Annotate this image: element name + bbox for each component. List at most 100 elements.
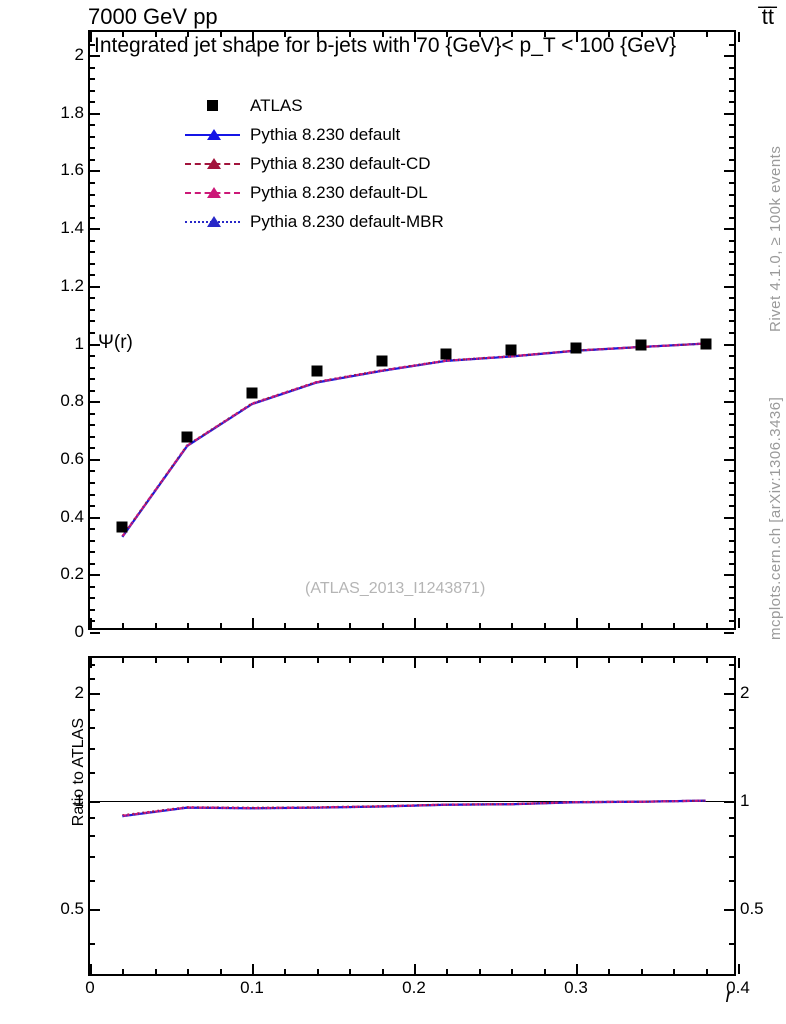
y-tick-minor-ratio [90, 772, 95, 774]
x-tick-minor-main-top [317, 32, 319, 37]
y-tick-minor-main-right [729, 367, 734, 369]
x-tick-minor-main [479, 623, 481, 628]
x-tick-minor-ratio [673, 969, 675, 974]
x-tick-minor-main [187, 623, 189, 628]
y-tick-mark-main-0.6 [90, 459, 100, 461]
y-tick-label-main-1.4: 1.4 [60, 218, 84, 238]
y-tick-minor-main [90, 563, 95, 565]
y-tick-minor-ratio-right [729, 748, 734, 750]
x-tick-mark-main-top-0.1 [252, 32, 254, 42]
y-tick-mark-main-1.4 [90, 228, 100, 230]
y-tick-label-main-1.8: 1.8 [60, 103, 84, 123]
y-tick-mark-main-0 [90, 632, 100, 634]
y-tick-label-main-0.2: 0.2 [60, 564, 84, 584]
y-tick-label-main-1.6: 1.6 [60, 160, 84, 180]
y-tick-minor-main-right [729, 44, 734, 46]
atlas-data-point-6[interactable] [506, 344, 517, 355]
y-tick-mark-ratio-right-2 [724, 693, 734, 695]
x-tick-minor-main-top [479, 32, 481, 37]
y-tick-minor-main-right [729, 101, 734, 103]
y-tick-minor-main [90, 101, 95, 103]
y-tick-label-main-1: 1 [75, 334, 84, 354]
y-tick-minor-ratio-right [729, 856, 734, 858]
y-tick-minor-main [90, 424, 95, 426]
y-tick-minor-main [90, 147, 95, 149]
y-tick-minor-main-right [729, 205, 734, 207]
y-tick-minor-main [90, 217, 95, 219]
x-tick-label-ratio-0: 0 [85, 978, 94, 998]
y-tick-minor-ratio [90, 727, 95, 729]
y-tick-mark-main-right-1.8 [724, 113, 734, 115]
x-tick-minor-ratio [382, 969, 384, 974]
atlas-data-point-1[interactable] [182, 432, 193, 443]
y-tick-minor-main-right [729, 263, 734, 265]
y-tick-minor-main-right [729, 436, 734, 438]
y-tick-mark-ratio-right-1 [724, 801, 734, 803]
x-tick-minor-ratio-top [576, 658, 578, 663]
x-tick-minor-main [641, 623, 643, 628]
atlas-data-point-8[interactable] [635, 339, 646, 350]
x-tick-mark-ratio-0.1 [252, 964, 254, 974]
y-tick-minor-main-right [729, 136, 734, 138]
y-tick-minor-main-right [729, 159, 734, 161]
x-tick-minor-ratio [479, 969, 481, 974]
atlas-data-point-4[interactable] [376, 355, 387, 366]
atlas-data-point-5[interactable] [441, 348, 452, 359]
y-tick-minor-ratio [90, 835, 95, 837]
y-tick-minor-ratio-right [729, 817, 734, 819]
y-tick-mark-main-0.2 [90, 574, 100, 576]
y-tick-minor-main [90, 494, 95, 496]
y-tick-label-main-0.8: 0.8 [60, 391, 84, 411]
y-tick-minor-main [90, 194, 95, 196]
mcplots-source-text: mcplots.cern.ch [arXiv:1306.3436] [767, 340, 784, 640]
x-tick-minor-ratio [349, 969, 351, 974]
y-tick-minor-main-right [729, 309, 734, 311]
x-tick-minor-main [349, 623, 351, 628]
y-tick-minor-ratio-right [729, 943, 734, 945]
y-tick-minor-main-right [729, 563, 734, 565]
x-tick-minor-ratio [220, 969, 222, 974]
x-tick-minor-main-top [187, 32, 189, 37]
y-tick-label-main-0: 0 [75, 622, 84, 642]
x-tick-minor-main-top [576, 32, 578, 37]
x-tick-minor-ratio [187, 969, 189, 974]
y-tick-mark-ratio-2 [90, 693, 100, 695]
y-tick-minor-main-right [729, 424, 734, 426]
y-tick-minor-ratio-right [729, 727, 734, 729]
y-tick-minor-ratio-right [729, 880, 734, 882]
atlas-data-point-2[interactable] [247, 387, 258, 398]
y-tick-minor-main [90, 586, 95, 588]
y-tick-minor-main-right [729, 67, 734, 69]
x-tick-minor-main [576, 623, 578, 628]
x-tick-minor-ratio [706, 969, 708, 974]
y-tick-mark-main-2 [90, 55, 100, 57]
y-tick-mark-ratio-0.5 [90, 909, 100, 911]
y-tick-minor-ratio [90, 664, 95, 666]
y-tick-minor-main [90, 540, 95, 542]
y-tick-minor-main [90, 413, 95, 415]
x-tick-mark-main-0.4 [738, 618, 740, 628]
x-tick-minor-ratio [641, 969, 643, 974]
x-tick-minor-main [706, 623, 708, 628]
y-tick-minor-main [90, 436, 95, 438]
y-tick-mark-main-1.8 [90, 113, 100, 115]
x-tick-minor-main-top [544, 32, 546, 37]
atlas-data-point-7[interactable] [571, 342, 582, 353]
y-tick-minor-main-right [729, 240, 734, 242]
x-tick-minor-main [544, 623, 546, 628]
x-tick-minor-ratio-top [382, 658, 384, 663]
y-tick-minor-main [90, 124, 95, 126]
atlas-data-point-0[interactable] [117, 521, 128, 532]
atlas-data-point-3[interactable] [311, 365, 322, 376]
atlas-data-point-9[interactable] [700, 338, 711, 349]
y-tick-mark-main-right-0.2 [724, 574, 734, 576]
y-tick-minor-main [90, 205, 95, 207]
x-tick-minor-ratio [511, 969, 513, 974]
y-tick-minor-main [90, 251, 95, 253]
y-tick-minor-main [90, 159, 95, 161]
y-tick-minor-main-right [729, 540, 734, 542]
chart-root: 7000 GeV pp t̅t̅ Rivet 4.1.0, ≥ 100k eve… [0, 0, 786, 1024]
x-tick-minor-main [220, 623, 222, 628]
x-tick-minor-main-top [382, 32, 384, 37]
y-tick-mark-main-right-0.4 [724, 517, 734, 519]
